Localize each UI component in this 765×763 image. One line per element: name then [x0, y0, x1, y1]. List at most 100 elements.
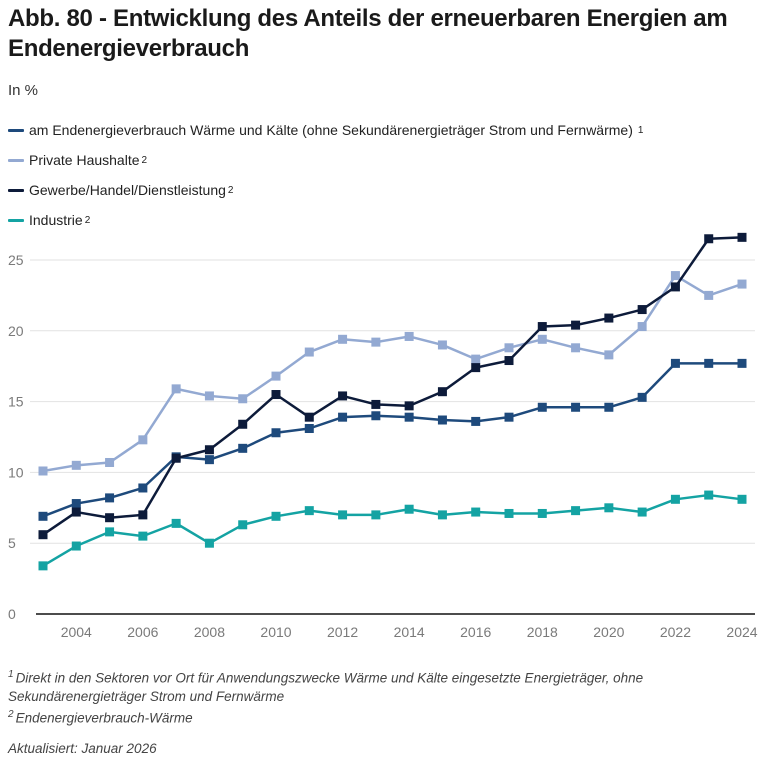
data-point-marker[interactable]: 2012: 7	[338, 510, 348, 520]
data-point-marker[interactable]: 2015: 19	[437, 340, 447, 350]
data-point-marker[interactable]: 2023: 22.5	[704, 290, 714, 300]
data-point-marker[interactable]: 2022: 23.1	[670, 282, 680, 292]
data-point-marker[interactable]: 2006: 8.9	[138, 483, 148, 493]
data-point-marker[interactable]: 2003: 6.9	[38, 511, 48, 521]
data-point-marker[interactable]: 2006: 12.3	[138, 435, 148, 445]
series-line	[42, 362, 742, 518]
data-point-marker[interactable]: 2007: 6.4	[171, 518, 181, 528]
legend-label: Industrie	[29, 212, 83, 228]
data-point-marker[interactable]: 2008: 5	[204, 538, 214, 548]
data-point-marker[interactable]: 2012: 13.9	[338, 412, 348, 422]
data-point-marker[interactable]: 2004: 4.8	[71, 541, 81, 551]
data-point-marker[interactable]: 2020: 7.5	[604, 503, 614, 513]
data-point-marker[interactable]: 2024: 17.7	[737, 358, 747, 368]
data-point-marker[interactable]: 2008: 11.6	[204, 445, 214, 455]
data-point-marker[interactable]: 2014: 7.4	[404, 504, 414, 514]
data-point-marker[interactable]: 2005: 10.7	[105, 457, 115, 467]
data-point-marker[interactable]: 2018: 19.4	[537, 334, 547, 344]
data-point-marker[interactable]: 2022: 8.1	[670, 494, 680, 504]
data-point-marker[interactable]: 2011: 7.3	[304, 506, 314, 516]
footnote-marker: 2	[8, 708, 14, 720]
data-point-marker[interactable]: 2021: 21.5	[637, 305, 647, 315]
data-point-marker[interactable]: 2008: 15.4	[204, 391, 214, 401]
data-point-marker[interactable]: 2005: 8.2	[105, 493, 115, 503]
data-point-marker[interactable]: 2024: 23.3	[737, 279, 747, 289]
data-point-marker[interactable]: 2023: 8.4	[704, 490, 714, 500]
data-point-marker[interactable]: 2007: 15.9	[171, 384, 181, 394]
data-point-marker[interactable]: 2018: 20.3	[537, 322, 547, 332]
data-point-marker[interactable]: 2020: 14.6	[604, 402, 614, 412]
data-point-marker[interactable]: 2017: 7.1	[504, 508, 514, 518]
legend-item-private-haushalte[interactable]: Private Haushalte 2	[8, 145, 643, 175]
data-point-marker[interactable]: 2003: 10.1	[38, 466, 48, 476]
data-point-marker[interactable]: 2013: 14	[371, 411, 381, 421]
data-point-marker[interactable]: 2016: 18	[471, 354, 481, 364]
data-point-marker[interactable]: 2010: 16.8	[271, 371, 281, 381]
data-point-marker[interactable]: 2013: 19.2	[371, 337, 381, 347]
data-point-marker[interactable]: 2021: 7.2	[637, 507, 647, 517]
data-point-marker[interactable]: 2012: 15.4	[338, 391, 348, 401]
data-point-marker[interactable]: 2019: 18.8	[571, 343, 581, 353]
data-point-marker[interactable]: 2020: 18.3	[604, 350, 614, 360]
data-point-marker[interactable]: 2024: 8.1	[737, 494, 747, 504]
data-point-marker[interactable]: 2010: 6.9	[271, 511, 281, 521]
data-point-marker[interactable]: 2011: 13.1	[304, 424, 314, 434]
data-point-marker[interactable]: 2007: 11	[171, 453, 181, 463]
data-point-marker[interactable]: 2016: 7.2	[471, 507, 481, 517]
data-point-marker[interactable]: 2006: 7	[138, 510, 148, 520]
data-point-marker[interactable]: 2020: 20.9	[604, 313, 614, 323]
data-point-marker[interactable]: 2005: 5.8	[105, 527, 115, 537]
data-point-marker[interactable]: 2018: 14.6	[537, 402, 547, 412]
y-tick-label: 20	[8, 323, 24, 339]
data-point-marker[interactable]: 2004: 10.5	[71, 460, 81, 470]
data-point-marker[interactable]: 2013: 7	[371, 510, 381, 520]
data-point-marker[interactable]: 2013: 14.8	[371, 399, 381, 409]
data-point-marker[interactable]: 2005: 6.8	[105, 513, 115, 523]
data-point-marker[interactable]: 2023: 26.5	[704, 234, 714, 244]
data-point-marker[interactable]: 2010: 12.8	[271, 428, 281, 438]
updated-note: Aktualisiert: Januar 2026	[8, 741, 157, 756]
footnote-text: Endenergieverbrauch-Wärme	[15, 710, 193, 725]
data-point-marker[interactable]: 2018: 7.1	[537, 508, 547, 518]
data-point-marker[interactable]: 2011: 18.5	[304, 347, 314, 357]
data-point-marker[interactable]: 2014: 19.6	[404, 331, 414, 341]
data-point-marker[interactable]: 2017: 13.9	[504, 412, 514, 422]
data-point-marker[interactable]: 2015: 7	[437, 510, 447, 520]
legend-item-industrie[interactable]: Industrie 2	[8, 205, 643, 235]
data-point-marker[interactable]: 2019: 20.4	[571, 320, 581, 330]
data-point-marker[interactable]: 2024: 26.6	[737, 232, 747, 242]
data-point-marker[interactable]: 2008: 10.9	[204, 455, 214, 465]
data-point-marker[interactable]: 2017: 18.8	[504, 343, 514, 353]
data-point-marker[interactable]: 2015: 15.7	[437, 387, 447, 397]
data-point-marker[interactable]: 2014: 14.7	[404, 401, 414, 411]
data-point-marker[interactable]: 2021: 15.3	[637, 392, 647, 402]
data-point-marker[interactable]: 2009: 11.7	[238, 443, 248, 453]
data-point-marker[interactable]: 2012: 19.4	[338, 334, 348, 344]
data-point-marker[interactable]: 2023: 17.7	[704, 358, 714, 368]
data-point-marker[interactable]: 2016: 13.6	[471, 416, 481, 426]
data-point-marker[interactable]: 2022: 23.9	[670, 271, 680, 281]
data-point-marker[interactable]: 2019: 14.6	[571, 402, 581, 412]
x-tick-label: 2016	[460, 624, 491, 640]
data-point-marker[interactable]: 2015: 13.7	[437, 415, 447, 425]
data-point-marker[interactable]: 2003: 5.6	[38, 530, 48, 540]
data-point-marker[interactable]: 2003: 3.4	[38, 561, 48, 571]
data-point-marker[interactable]: 2009: 6.3	[238, 520, 248, 530]
data-point-marker[interactable]: 2011: 13.9	[304, 412, 314, 422]
data-point-marker[interactable]: 2010: 15.5	[271, 390, 281, 400]
legend-item-ghd[interactable]: Gewerbe/Handel/Dienstleistung 2	[8, 175, 643, 205]
data-point-marker[interactable]: 2009: 15.2	[238, 394, 248, 404]
data-point-marker[interactable]: 2019: 7.3	[571, 506, 581, 516]
data-point-marker[interactable]: 2022: 17.7	[670, 358, 680, 368]
data-point-marker[interactable]: 2006: 5.5	[138, 531, 148, 541]
data-point-marker[interactable]: 2004: 7.8	[71, 499, 81, 509]
data-point-marker[interactable]: 2021: 20.3	[637, 322, 647, 332]
y-axis-ticks: 0 5 10 15 20 25	[8, 252, 24, 622]
data-point-marker[interactable]: 2016: 17.4	[471, 363, 481, 373]
footnote-text: Direkt in den Sektoren vor Ort für Anwen…	[8, 670, 644, 704]
legend-item-total[interactable]: am Endenergieverbrauch Wärme und Kälte (…	[8, 115, 643, 145]
data-point-marker[interactable]: 2014: 13.9	[404, 412, 414, 422]
data-point-marker[interactable]: 2004: 7.2	[71, 507, 81, 517]
data-point-marker[interactable]: 2009: 13.4	[238, 419, 248, 429]
data-point-marker[interactable]: 2017: 17.9	[504, 356, 514, 366]
